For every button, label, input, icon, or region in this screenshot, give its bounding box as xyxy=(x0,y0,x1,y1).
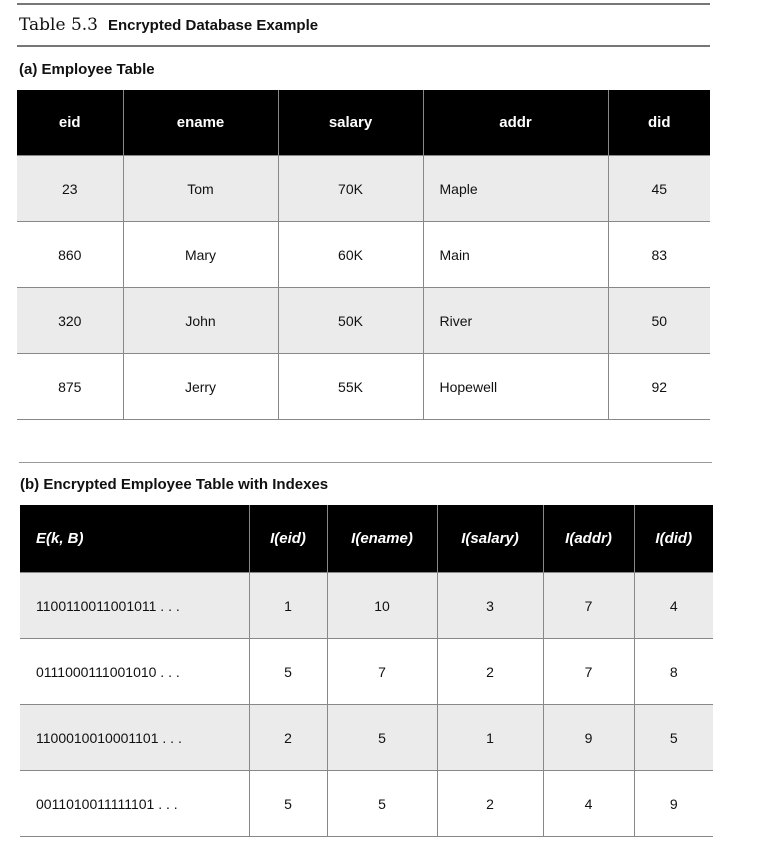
table-row: 875 Jerry 55K Hopewell 92 xyxy=(17,353,710,420)
table-cell: Hopewell xyxy=(422,353,608,420)
table-row: 860 Mary 60K Main 83 xyxy=(17,221,710,288)
column-header: I(did) xyxy=(633,505,713,573)
table-cell: 55K xyxy=(277,353,423,420)
table-cell: 1 xyxy=(436,704,543,771)
table-cell: 4 xyxy=(542,770,634,837)
table-cell: 50K xyxy=(277,287,423,354)
table-cell: 320 xyxy=(17,287,123,354)
table-cell: 3 xyxy=(436,572,543,639)
table-row: 23 Tom 70K Maple 45 xyxy=(17,155,710,222)
table-cell: Mary xyxy=(122,221,278,288)
table-cell: 92 xyxy=(607,353,710,420)
section-rule xyxy=(19,462,712,463)
table-caption: Table 5.3 Encrypted Database Example xyxy=(19,15,318,35)
table-cell: 1 xyxy=(248,572,327,639)
table-cell: 1100010010001101 . . . xyxy=(20,704,249,771)
table-cell: 10 xyxy=(326,572,437,639)
table-cell: 5 xyxy=(633,704,713,771)
encrypted-employee-table: E(k, B) I(eid) I(ename) I(salary) I(addr) I(d… xyxy=(20,505,713,837)
table-cell: Tom xyxy=(122,155,278,222)
table-cell: 9 xyxy=(633,770,713,837)
table-cell: 0111000111001010 . . . xyxy=(20,638,249,705)
table-cell: 83 xyxy=(607,221,710,288)
employee-table: eid ename salary addr did 23 Tom 70K Maple 45 860… xyxy=(17,90,710,420)
column-header: eid xyxy=(17,90,123,156)
column-header: salary xyxy=(277,90,423,156)
table-cell: 5 xyxy=(326,704,437,771)
table-a-title: (a) Employee Table xyxy=(19,61,155,78)
table-row: 320 John 50K River 50 xyxy=(17,287,710,354)
table-cell: 5 xyxy=(248,638,327,705)
column-header: E(k, B) xyxy=(20,505,249,573)
table-cell: 860 xyxy=(17,221,123,288)
column-header: I(ename) xyxy=(326,505,437,573)
table-cell: 2 xyxy=(248,704,327,771)
table-cell: 70K xyxy=(277,155,423,222)
table-cell: 2 xyxy=(436,638,543,705)
column-header: I(salary) xyxy=(436,505,543,573)
table-cell: 8 xyxy=(633,638,713,705)
column-header: addr xyxy=(422,90,608,156)
table-cell: 9 xyxy=(542,704,634,771)
table-cell: 4 xyxy=(633,572,713,639)
table-cell: Jerry xyxy=(122,353,278,420)
top-rule xyxy=(17,3,710,5)
column-header: I(addr) xyxy=(542,505,634,573)
table-cell: 7 xyxy=(542,572,634,639)
caption-rule xyxy=(17,45,710,47)
column-header: did xyxy=(607,90,710,156)
table-cell: 50 xyxy=(607,287,710,354)
table-cell: River xyxy=(422,287,608,354)
table-cell: 1100110011001011 . . . xyxy=(20,572,249,639)
table-cell: 7 xyxy=(542,638,634,705)
table-row: 1100110011001011 . . . 1 10 3 7 4 xyxy=(20,572,713,639)
table-cell: 5 xyxy=(248,770,327,837)
table-cell: John xyxy=(122,287,278,354)
table-cell: 7 xyxy=(326,638,437,705)
table-cell: 5 xyxy=(326,770,437,837)
column-header: ename xyxy=(122,90,278,156)
caption-title: Encrypted Database Example xyxy=(107,17,319,34)
table-cell: 2 xyxy=(436,770,543,837)
table-cell: 875 xyxy=(17,353,123,420)
table-cell: 60K xyxy=(277,221,423,288)
table-cell: Maple xyxy=(422,155,608,222)
table-cell: 0011010011111101 . . . xyxy=(20,770,249,837)
caption-number: Table 5.3 xyxy=(19,15,98,35)
table-cell: 23 xyxy=(17,155,123,222)
table-cell: Main xyxy=(422,221,608,288)
column-header: I(eid) xyxy=(248,505,327,573)
table-cell: 45 xyxy=(607,155,710,222)
table-b-title: (b) Encrypted Employee Table with Indexe… xyxy=(20,476,329,493)
